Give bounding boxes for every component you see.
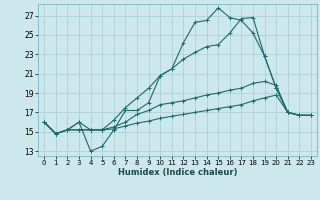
X-axis label: Humidex (Indice chaleur): Humidex (Indice chaleur) — [118, 168, 237, 177]
